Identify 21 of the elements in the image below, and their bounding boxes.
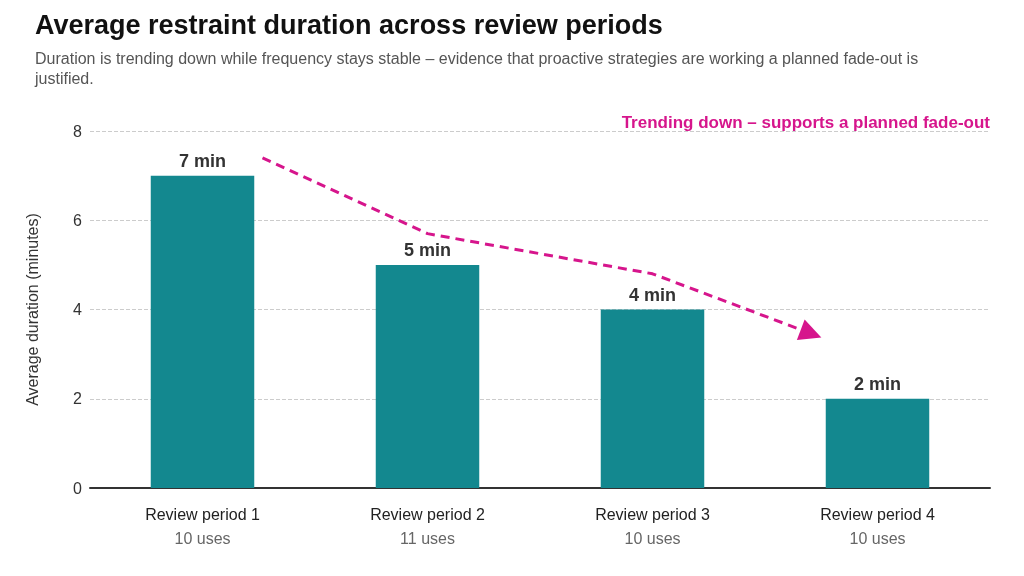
data-label: 7 min <box>178 150 227 171</box>
y-tick-label: 6 <box>73 211 83 229</box>
y-tick-label: 0 <box>73 479 83 497</box>
x-tick-label: Review period 4 10 uses <box>820 505 935 547</box>
y-axis-title: Average duration (minutes) <box>23 213 41 406</box>
data-label: 5 min <box>403 239 452 260</box>
chart-title: Average restraint duration across review periods <box>35 9 663 40</box>
annotation: Trending down – supports a planned fade-out <box>621 113 991 132</box>
bar <box>375 264 480 488</box>
data-label: 4 min <box>628 284 677 305</box>
x-tick-label: Review period 2 11 uses <box>370 505 485 547</box>
bar <box>825 398 930 488</box>
bar <box>600 309 705 488</box>
x-tick-label: Review period 1 10 uses <box>145 505 260 547</box>
y-tick-label: 8 <box>73 122 83 140</box>
data-label: 2 min <box>853 373 902 394</box>
y-tick-label: 4 <box>73 301 83 318</box>
chart-subtitle: Duration is trending down while frequency stays stable – evidence that proactive strategies are working a planned fade-out is justified. <box>34 49 923 87</box>
x-tick-label: Review period 3 10 uses <box>595 505 710 547</box>
bar <box>150 175 255 488</box>
y-tick-label: 2 <box>73 390 83 408</box>
